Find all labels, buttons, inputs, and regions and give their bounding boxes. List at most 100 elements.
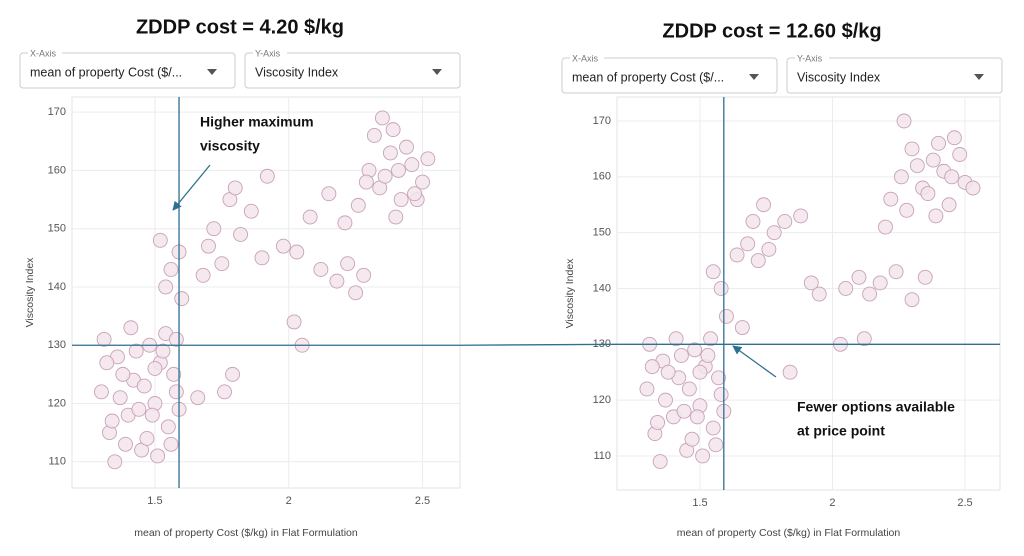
point <box>350 197 366 213</box>
point <box>734 320 750 336</box>
dropdown-box <box>786 57 1003 94</box>
annotation: Fewer options available <box>797 399 955 415</box>
annotation: Higher maximum <box>200 114 314 130</box>
y-tick-label: 140 <box>593 282 611 294</box>
point <box>695 448 711 464</box>
point <box>920 186 936 202</box>
dropdown[interactable]: Y-Axis Viscosity Index <box>786 53 1003 94</box>
point <box>118 436 133 452</box>
annotation-arrow <box>732 345 777 378</box>
dropdown-value: mean of property Cost ($/... <box>572 70 724 84</box>
point <box>700 348 716 363</box>
point <box>382 145 398 161</box>
y-axis-label: Viscosity Index <box>564 258 576 329</box>
point <box>917 269 933 285</box>
point <box>944 169 960 185</box>
dropdown-label-bg <box>28 48 62 58</box>
point <box>329 273 345 289</box>
point <box>740 236 756 252</box>
point <box>766 225 782 241</box>
point <box>112 390 128 406</box>
point <box>99 355 115 371</box>
point <box>321 186 337 202</box>
dropdown-label: Y-Axis <box>255 48 281 58</box>
point <box>356 267 372 283</box>
point <box>756 197 772 213</box>
dropdown-label: X-Axis <box>572 53 599 63</box>
point <box>93 384 109 400</box>
point <box>385 122 401 138</box>
point <box>941 197 957 213</box>
point <box>150 448 166 464</box>
point <box>227 180 243 196</box>
point <box>719 308 734 324</box>
y-tick-label: 110 <box>48 456 66 468</box>
dropdown-box <box>19 52 236 89</box>
dropdown-value: Viscosity Index <box>255 65 339 79</box>
point <box>115 366 131 382</box>
point <box>358 174 374 190</box>
chart-title: ZDDP cost = 12.60 $/kg <box>662 20 881 42</box>
point <box>337 215 353 231</box>
point <box>377 168 393 184</box>
point <box>777 214 793 229</box>
point <box>803 275 819 291</box>
x-axis-label: mean of property Cost ($/kg) in Flat For… <box>134 527 358 539</box>
point <box>206 221 222 237</box>
point <box>705 264 721 280</box>
point <box>687 342 703 358</box>
y-tick-label: 120 <box>48 397 66 409</box>
point <box>856 331 872 347</box>
point <box>214 256 230 272</box>
annotation-arrow <box>172 164 211 211</box>
point <box>233 227 249 242</box>
y-tick-label: 140 <box>48 281 66 293</box>
point <box>761 241 777 257</box>
point <box>313 262 329 277</box>
point <box>705 420 721 436</box>
dropdown-caret <box>432 69 442 75</box>
point <box>420 151 436 167</box>
point <box>899 202 915 218</box>
dropdown[interactable]: Y-Axis Viscosity Index <box>244 48 461 89</box>
point <box>201 238 216 254</box>
point <box>259 168 275 184</box>
chart-title: ZDDP cost = 4.20 $/kg <box>136 16 344 38</box>
point <box>147 361 163 376</box>
point <box>946 130 962 146</box>
point <box>703 331 719 347</box>
point <box>139 431 155 446</box>
y-tick-label: 160 <box>48 164 66 176</box>
point <box>681 381 697 397</box>
point <box>925 152 941 168</box>
point <box>952 147 968 162</box>
point <box>658 392 673 408</box>
point <box>851 269 867 285</box>
x-tick-label: 2 <box>286 495 292 507</box>
point <box>708 437 724 453</box>
dropdown[interactable]: X-Axis mean of property Cost ($/... <box>561 53 778 94</box>
dropdown-caret <box>974 74 984 80</box>
y-tick-label: 150 <box>48 223 66 235</box>
dropdown[interactable]: X-Axis mean of property Cost ($/... <box>19 48 236 89</box>
point <box>904 292 920 308</box>
point <box>104 413 120 429</box>
point <box>883 191 899 207</box>
point <box>872 275 888 291</box>
point <box>729 247 745 263</box>
point <box>144 407 160 423</box>
point <box>811 286 827 302</box>
point <box>745 214 761 229</box>
point <box>793 208 809 224</box>
point <box>896 113 912 129</box>
y-tick-label: 110 <box>593 450 611 462</box>
point <box>152 232 168 248</box>
point <box>158 279 174 295</box>
point <box>348 285 364 301</box>
x-axis-label: mean of property Cost ($/kg) in Flat For… <box>677 527 901 539</box>
y-tick-label: 170 <box>593 115 611 127</box>
point <box>340 256 356 272</box>
point <box>163 436 179 452</box>
point <box>893 169 909 185</box>
point <box>888 264 904 280</box>
